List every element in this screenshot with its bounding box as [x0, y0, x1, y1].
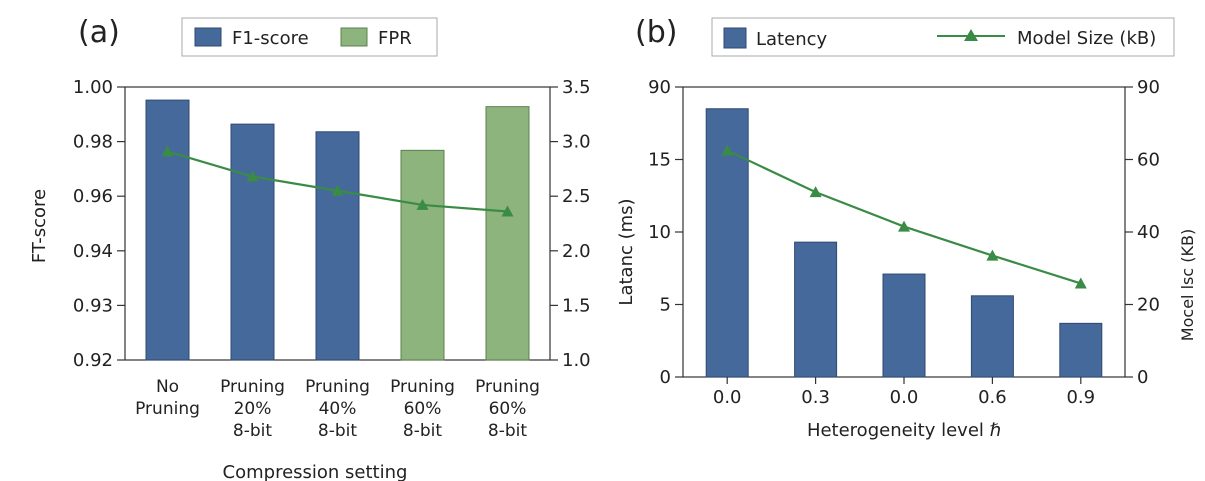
b-right-axis-tick-label: 40 [1137, 222, 1160, 243]
a-line-marker-2 [246, 170, 259, 182]
a-category-label: 40% [319, 399, 357, 419]
b-category-label: 0.9 [1066, 387, 1095, 408]
legend-b-label-size: Model Size (kB) [1017, 28, 1156, 49]
a-left-axis-tick-label: 0.94 [73, 241, 113, 262]
b-bar-3 [882, 273, 926, 378]
b-right-axis-tick-label: 90 [1137, 77, 1160, 98]
a-line-marker-5 [501, 205, 514, 217]
panel-b-categories: 0.0 0.3 0.0 0.6 0.9 [713, 377, 1095, 408]
a-bar-5 [485, 106, 530, 361]
a-bar-2 [230, 123, 275, 361]
a-right-axis-tick-label: 1.5 [562, 295, 591, 316]
b-line-marker-1 [721, 144, 734, 156]
legend-a-label-fpr: FPR [378, 28, 412, 49]
a-right-axis-tick-label: 3.5 [562, 77, 591, 98]
a-category-label: Pruning [475, 377, 540, 397]
legend-a-swatch-fpr [340, 27, 368, 47]
panel-a-categories: NoPruningPruning20%8-bitPruning40%8-bitP… [135, 377, 540, 441]
panel-a-xlabel: Compression setting [223, 462, 408, 481]
panel-a-label: (a) [78, 15, 120, 50]
a-bar-3 [315, 131, 360, 361]
a-right-axis-tick-label: 2.0 [562, 241, 591, 262]
panel-a-left-axis: 1.00 0.98 0.96 0.94 0.93 0.92 [73, 77, 125, 371]
a-bar-1 [145, 99, 190, 361]
b-bar-2 [794, 241, 838, 378]
panel-b-y2label: Mocel lsc (KB) [1178, 229, 1197, 341]
legend-a-label-f1: F1-score [232, 28, 309, 49]
b-line-marker-3 [898, 220, 910, 232]
panel-b-label: (b) [635, 15, 677, 50]
a-left-axis-tick-label: 0.96 [73, 186, 113, 207]
a-right-axis-tick-label: 2.5 [562, 186, 591, 207]
panel-a-bars [145, 99, 530, 361]
a-line-marker-3 [331, 184, 344, 196]
panel-b-xlabel: Heterogeneity level ℏ [807, 420, 1001, 441]
b-left-axis-tick-label: 5 [660, 295, 671, 316]
b-left-axis-tick-label: 15 [648, 150, 671, 171]
a-category-label: Pruning [305, 377, 370, 397]
a-category-label: 8-bit [233, 421, 272, 441]
panel-a-legend: F1-score FPR [181, 17, 438, 57]
a-left-axis-tick-label: 0.98 [73, 132, 113, 153]
legend-b-swatch-latency [723, 27, 747, 49]
a-category-label: 20% [234, 399, 272, 419]
a-category-label: 8-bit [488, 421, 527, 441]
panel-b-right-axis: 90 60 40 20 0 [1125, 77, 1160, 388]
b-category-label: 0.6 [978, 387, 1007, 408]
a-category-label: 60% [404, 399, 442, 419]
b-right-axis-tick-label: 60 [1137, 150, 1160, 171]
panel-a-ylabel: FT-score [29, 189, 50, 263]
legend-a-frame [181, 17, 438, 57]
panel-a-right-axis: 3.5 3.0 2.5 2.0 1.5 1.0 [550, 77, 591, 371]
b-category-label: 0.0 [713, 387, 742, 408]
b-right-axis-tick-label: 0 [1137, 367, 1148, 388]
a-category-label: 8-bit [318, 421, 357, 441]
b-model-size-line [726, 149, 1082, 285]
b-bar-4 [970, 295, 1014, 378]
a-category-label: No [156, 377, 179, 397]
a-left-axis-tick-label: 0.92 [73, 350, 113, 371]
a-bar-4 [400, 149, 445, 361]
a-right-axis-tick-label: 3.0 [562, 132, 591, 153]
b-left-axis-tick-label: 90 [648, 77, 671, 98]
panel-a: (a) F1-score FPR 1.00 0.98 0.96 0.94 0.93 0.9… [29, 15, 591, 481]
panel-a-line [161, 145, 514, 217]
legend-b-label-latency: Latency [756, 29, 827, 50]
b-line-marker-4 [986, 249, 999, 261]
b-category-label: 0.0 [890, 387, 919, 408]
a-category-label: Pruning [390, 377, 455, 397]
a-line-marker-4 [416, 198, 429, 210]
b-bar-5 [1059, 322, 1103, 378]
b-line-marker-5 [1074, 277, 1087, 289]
b-right-axis-tick-label: 20 [1137, 295, 1160, 316]
legend-a-swatch-f1 [194, 27, 222, 47]
panel-b-legend: Latency Model Size (kB) [711, 17, 1175, 57]
b-left-axis-tick-label: 10 [648, 222, 671, 243]
a-left-axis-tick-label: 0.93 [73, 295, 113, 316]
legend-b-marker [964, 29, 978, 41]
a-left-axis-tick-label: 1.00 [73, 77, 113, 98]
b-category-label: 0.3 [801, 387, 830, 408]
panel-b-left-axis: 90 15 10 5 0 [648, 77, 683, 388]
panel-b-bars [705, 108, 1103, 378]
b-left-axis-tick-label: 0 [660, 367, 671, 388]
a-category-label: Pruning [220, 377, 285, 397]
a-category-label: Pruning [135, 399, 200, 419]
a-line-marker-1 [161, 145, 174, 157]
panel-b-line [721, 144, 1087, 289]
a-category-label: 8-bit [403, 421, 442, 441]
panel-b: (b) Latency Model Size (kB) 90 15 10 5 0 90 6… [616, 15, 1197, 441]
a-right-axis-tick-label: 1.0 [562, 350, 591, 371]
b-line-marker-2 [809, 186, 822, 198]
a-category-label: 60% [489, 399, 527, 419]
panel-b-ylabel: Latanc (ms) [616, 198, 637, 305]
